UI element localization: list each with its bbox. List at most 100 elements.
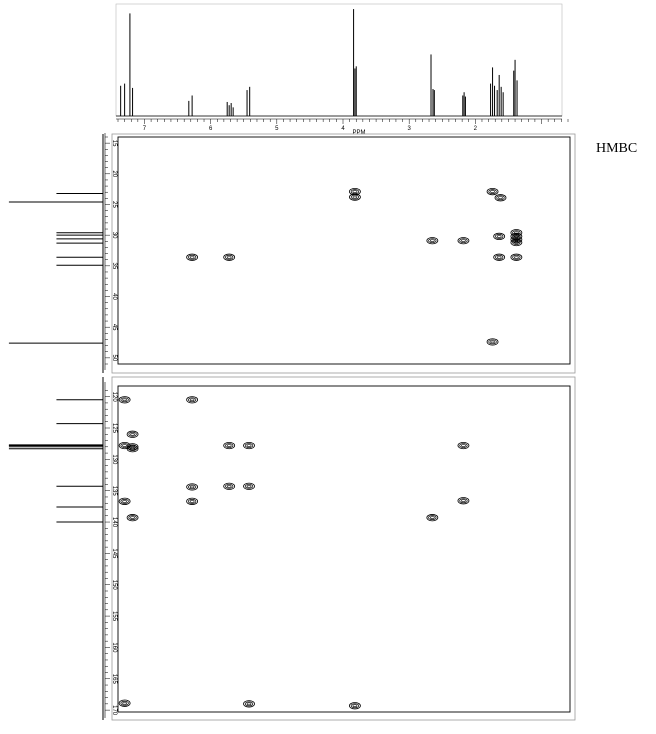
contour-mid <box>244 483 254 489</box>
f1-tick-label: 40 <box>111 293 117 300</box>
cross-peak <box>223 482 236 490</box>
cross-peak <box>243 700 255 708</box>
cross-peak <box>457 237 470 245</box>
contour-mid <box>459 238 468 244</box>
cross-peak <box>510 238 523 247</box>
plot-box <box>117 385 571 713</box>
f1-tick-label: 25 <box>111 201 117 208</box>
contour-outer <box>457 441 470 450</box>
f1-tick-label: 20 <box>111 170 117 177</box>
contour-mid <box>350 194 360 200</box>
contour-outer <box>510 235 523 244</box>
contour-inner <box>496 255 502 259</box>
experiment-label: HMBC <box>596 141 638 156</box>
contour-outer <box>494 194 507 202</box>
contour-outer <box>186 483 199 491</box>
contour-mid <box>225 254 234 260</box>
contour-inner <box>498 196 503 200</box>
contour-mid <box>512 240 521 245</box>
contour-mid <box>187 484 197 490</box>
contour-outer <box>457 237 470 245</box>
panel-frame <box>111 133 576 374</box>
cross-peak <box>486 338 499 346</box>
f2-tick-label: 5 <box>275 126 279 132</box>
cross-peak <box>493 253 506 261</box>
contour-inner <box>122 398 127 402</box>
contour-inner <box>226 485 232 488</box>
cross-peak <box>426 237 439 245</box>
f1-tick-label: 165 <box>111 674 117 685</box>
plot-box <box>117 136 571 365</box>
contour-inner <box>122 444 127 447</box>
contour-inner <box>461 444 466 447</box>
f1-tick-label: 145 <box>111 548 117 559</box>
contour-mid <box>488 339 497 345</box>
contour-inner <box>352 704 358 708</box>
contour-outer <box>510 253 523 261</box>
contour-outer <box>186 497 199 505</box>
contour-inner <box>352 190 358 193</box>
contour-mid <box>225 443 234 448</box>
panel-1: 15 20 25 30 35 40 45 50 <box>8 133 576 374</box>
contour-inner <box>514 241 519 244</box>
contour-mid <box>496 195 505 201</box>
contour-inner <box>430 239 435 242</box>
cross-peak <box>457 441 470 450</box>
cross-peak <box>118 441 131 450</box>
contour-inner <box>130 447 135 450</box>
contour-mid <box>187 499 197 504</box>
contour-mid <box>120 499 129 504</box>
contour-mid <box>128 446 137 452</box>
cross-peak <box>243 441 255 450</box>
contour-mid <box>459 498 468 504</box>
contour-mid <box>428 238 437 244</box>
f1-tick-label: 155 <box>111 611 117 622</box>
contour-mid <box>128 444 137 450</box>
contour-outer <box>486 188 499 196</box>
contour-mid <box>120 397 129 403</box>
contour-inner <box>130 516 135 519</box>
contour-outer <box>126 445 139 453</box>
f2-tick-label: 6 <box>209 126 213 132</box>
contour-outer <box>223 253 236 261</box>
cross-peak <box>118 497 131 505</box>
cross-peak <box>426 514 439 522</box>
contour-outer <box>186 253 199 261</box>
contour-mid <box>225 483 234 489</box>
contour-inner <box>189 485 195 489</box>
contour-inner <box>226 255 232 259</box>
cross-peak <box>457 497 470 505</box>
contour-mid <box>128 431 137 437</box>
cross-peak <box>118 396 131 404</box>
f2-tick-label: 4 <box>341 126 345 132</box>
contour-outer <box>186 396 199 404</box>
contour-inner <box>430 516 435 519</box>
f1-tick-label: 35 <box>111 262 117 269</box>
contour-outer <box>126 514 139 522</box>
cross-peak <box>186 497 199 505</box>
contour-inner <box>189 500 195 503</box>
contour-outer <box>349 702 361 710</box>
cross-peak <box>186 396 199 404</box>
contour-inner <box>122 500 127 503</box>
f1-tick-label: 120 <box>111 392 117 403</box>
contour-mid <box>187 397 197 403</box>
f1-tick-label: 45 <box>111 324 117 331</box>
cross-peak <box>486 188 499 196</box>
cross-peak <box>186 483 199 491</box>
f1-tick-label: 30 <box>111 232 117 239</box>
f2-tick-label: 3 <box>408 126 412 132</box>
f1-tick-label: 140 <box>111 517 117 528</box>
contour-inner <box>246 444 252 447</box>
contour-outer <box>243 482 255 490</box>
contour-outer <box>118 699 131 707</box>
contour-inner <box>461 239 466 242</box>
contour-outer <box>349 193 361 201</box>
contour-outer <box>118 497 131 505</box>
f2-tick-label: 2 <box>474 126 478 132</box>
contour-mid <box>350 703 360 709</box>
contour-inner <box>514 231 519 235</box>
contour-inner <box>352 195 358 199</box>
